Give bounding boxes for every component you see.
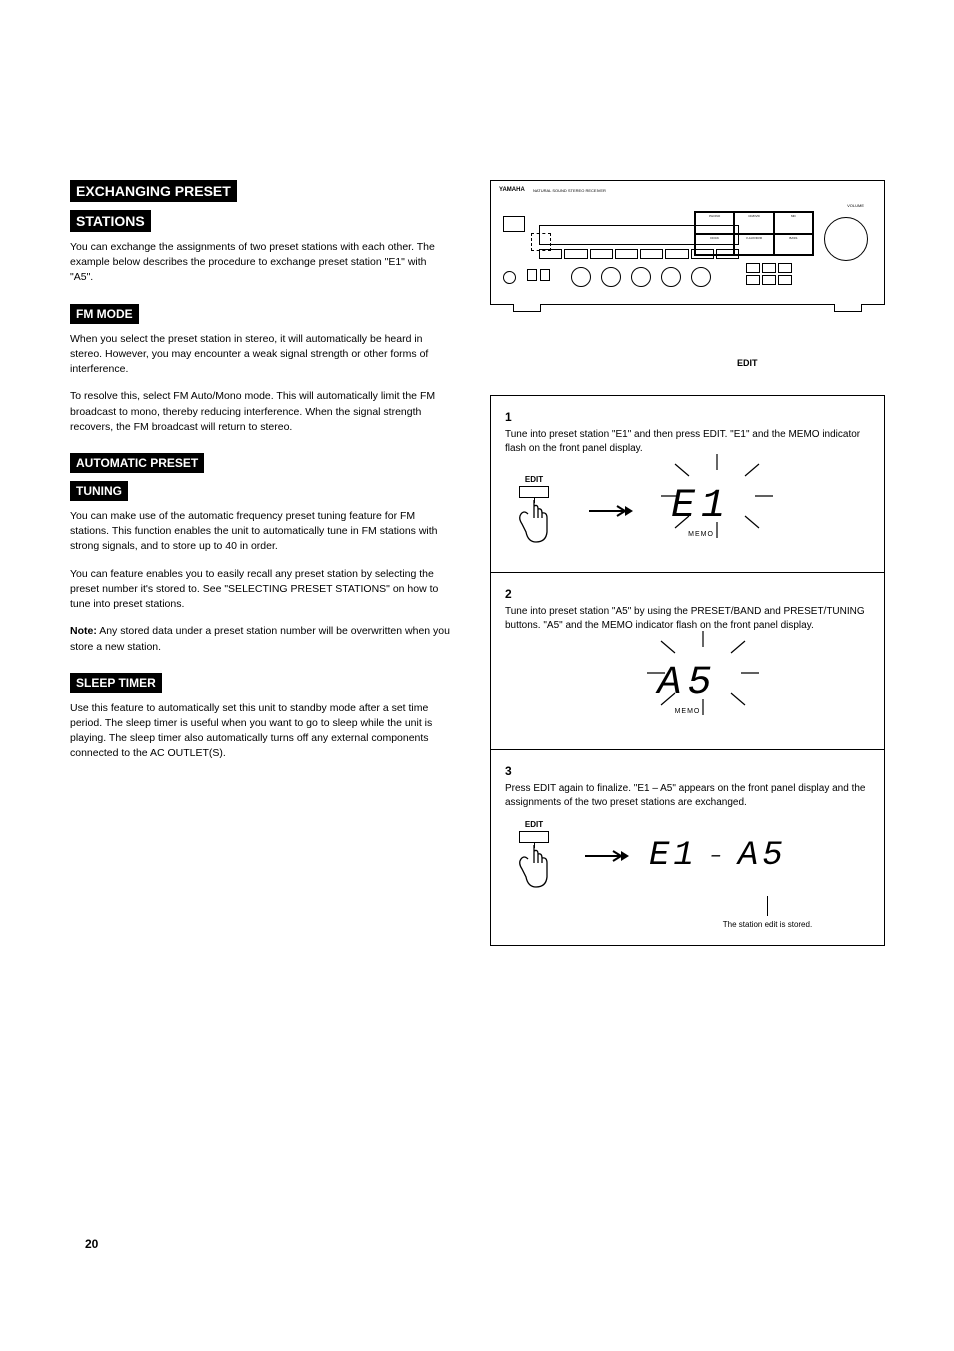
body-exchanging: You can exchange the assignments of two …	[70, 240, 450, 286]
press-edit-icon-2: EDIT	[505, 820, 563, 892]
panel-btn: DOCK	[695, 234, 734, 256]
hand-icon	[512, 498, 556, 548]
source-panel: PHONO CD/DVD MD DOCK V-AUX/DVR BASS	[694, 211, 814, 256]
step-2: 2 Tune into preset station "A5" by using…	[491, 573, 884, 750]
panel-btn: CD/DVD	[734, 212, 773, 234]
knob-5	[691, 267, 711, 287]
step-3-num: 3	[505, 764, 870, 778]
section-exchanging: EXCHANGING PRESET STATIONS You can excha…	[70, 180, 450, 286]
right-column: YAMAHA NATURAL SOUND STEREO RECEIVER VOL…	[490, 180, 890, 946]
section-sleep: SLEEP TIMER Use this feature to automati…	[70, 673, 450, 762]
callout-edit: EDIT	[737, 358, 758, 368]
volume-knob	[824, 217, 868, 261]
panel-btn: BASS	[774, 234, 813, 256]
heading-fmmode: FM MODE	[70, 304, 139, 324]
step-3-under: The station edit is stored.	[665, 920, 870, 929]
knob-1	[571, 267, 591, 287]
display-part-b: A5	[738, 837, 787, 875]
edit-button-cluster	[746, 263, 792, 285]
device-subtitle: NATURAL SOUND STEREO RECEIVER	[533, 188, 606, 193]
note-text: Any stored data under a preset station n…	[70, 625, 450, 652]
page-number: 20	[85, 1237, 98, 1251]
flashing-display-a5: A5 MEMO	[643, 643, 731, 733]
heading-exchanging-b: STATIONS	[70, 210, 151, 232]
body-autopreset-2: You can feature enables you to easily re…	[70, 567, 450, 613]
press-edit-icon: EDIT	[505, 475, 563, 547]
panel-btn: MD	[774, 212, 813, 234]
step-2-num: 2	[505, 587, 870, 601]
step-1: 1 Tune into preset station "E1" and then…	[491, 396, 884, 573]
heading-sleep: SLEEP TIMER	[70, 673, 162, 693]
note-label: Note:	[70, 625, 97, 637]
step-3-text: Press EDIT again to finalize. "E1 – A5" …	[505, 782, 870, 810]
panel-btn: V-AUX/DVR	[734, 234, 773, 256]
flashing-display-e1: E1 MEMO	[657, 466, 745, 556]
arrow-icon	[587, 504, 633, 518]
section-autopreset: AUTOMATIC PRESET TUNING You can make use…	[70, 453, 450, 655]
body-fmmode-1: When you select the preset station in st…	[70, 332, 450, 378]
display-part-a: E1	[649, 837, 698, 875]
callout-line-small	[767, 896, 768, 916]
steps-diagram: 1 Tune into preset station "E1" and then…	[490, 395, 885, 946]
body-autopreset-1: You can make use of the automatic freque…	[70, 509, 450, 555]
panel-btn: PHONO	[695, 212, 734, 234]
edit-btn-label-2: EDIT	[505, 820, 563, 829]
volume-label: VOLUME	[847, 203, 864, 208]
phones-jack	[503, 271, 516, 284]
standby-button	[503, 216, 525, 232]
knob-3	[631, 267, 651, 287]
edit-btn-label: EDIT	[505, 475, 563, 484]
section-fmmode: FM MODE When you select the preset stati…	[70, 304, 450, 435]
body-sleep: Use this feature to automatically set th…	[70, 701, 450, 762]
step-1-num: 1	[505, 410, 870, 424]
dash-icon: –	[710, 845, 726, 868]
heading-autopreset-a: AUTOMATIC PRESET	[70, 453, 204, 473]
foot-right	[834, 304, 862, 312]
step-3: 3 Press EDIT again to finalize. "E1 – A5…	[491, 750, 884, 945]
note-autopreset: Note: Any stored data under a preset sta…	[70, 624, 450, 654]
hand-icon	[512, 843, 556, 893]
knob-2	[601, 267, 621, 287]
device-brand: YAMAHA	[499, 187, 525, 193]
left-column: EXCHANGING PRESET STATIONS You can excha…	[70, 180, 450, 780]
foot-left	[513, 304, 541, 312]
heading-exchanging-a: EXCHANGING PRESET	[70, 180, 237, 202]
knob-4	[661, 267, 681, 287]
device-diagram: YAMAHA NATURAL SOUND STEREO RECEIVER VOL…	[490, 180, 885, 305]
display-e1-a5: E1 – A5	[649, 837, 787, 875]
body-fmmode-2: To resolve this, select FM Auto/Mono mod…	[70, 389, 450, 435]
arrow-icon	[583, 849, 629, 863]
speaker-buttons	[527, 269, 550, 281]
heading-autopreset-b: TUNING	[70, 481, 128, 501]
